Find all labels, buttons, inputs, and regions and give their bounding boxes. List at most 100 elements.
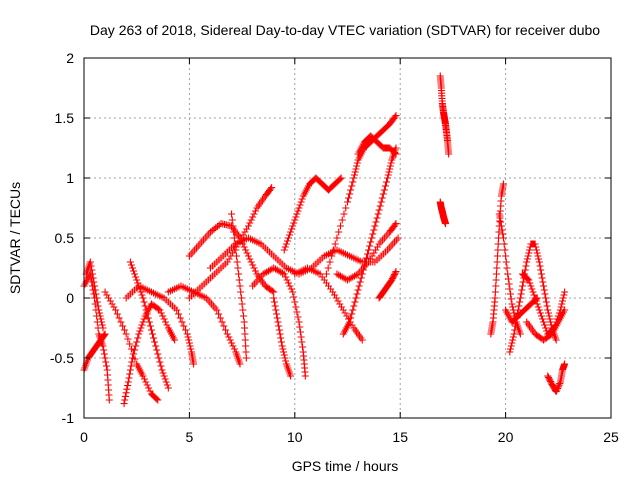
data-point [555, 381, 563, 389]
data-point [235, 270, 243, 278]
data-point [102, 362, 110, 370]
data-point [264, 267, 272, 275]
data-point [229, 249, 237, 257]
data-point [280, 348, 288, 356]
data-point [500, 240, 508, 248]
data-point [552, 388, 560, 396]
data-point [507, 295, 515, 303]
data-point [156, 306, 164, 314]
data-point [212, 224, 220, 232]
data-point [540, 318, 548, 326]
data-point [384, 174, 392, 182]
data-point [537, 266, 545, 274]
data-point [298, 338, 306, 346]
data-point [372, 246, 380, 254]
data-point [352, 271, 360, 279]
data-point [371, 222, 379, 230]
data-point [90, 278, 98, 286]
data-point [298, 195, 306, 203]
data-point [113, 310, 121, 318]
data-point [101, 354, 109, 362]
data-point [97, 315, 105, 323]
data-point [492, 270, 500, 278]
data-point [392, 150, 400, 158]
data-point [360, 262, 368, 270]
data-point [506, 285, 514, 293]
data-point [268, 287, 276, 295]
data-point [237, 288, 245, 296]
data-point [250, 264, 258, 272]
data-point [117, 318, 125, 326]
data-point [361, 258, 369, 266]
data-point [142, 378, 150, 386]
data-point [392, 220, 400, 228]
data-point [132, 342, 140, 350]
data-point [537, 270, 545, 278]
data-point [559, 297, 567, 305]
data-point [126, 258, 134, 266]
series-sat-g [122, 282, 198, 368]
x-tick-label: 25 [603, 429, 619, 445]
data-point [349, 178, 357, 186]
data-point [284, 279, 292, 287]
data-point [291, 216, 299, 224]
data-point [356, 278, 364, 286]
data-point [507, 290, 515, 298]
data-point [329, 246, 337, 254]
data-point [499, 230, 507, 238]
data-point [525, 276, 533, 284]
data-point [282, 273, 290, 281]
data-point [346, 318, 354, 326]
data-point [515, 302, 523, 310]
data-point [157, 362, 165, 370]
data-point [226, 336, 234, 344]
data-point [154, 305, 162, 313]
data-point [286, 231, 294, 239]
data-point [370, 226, 378, 234]
data-point [140, 375, 148, 383]
series-sat-b [80, 330, 109, 374]
data-point [91, 282, 99, 290]
data-point [183, 330, 191, 338]
data-point [542, 324, 550, 332]
data-point [283, 276, 291, 284]
data-point [184, 333, 192, 341]
data-point [344, 276, 351, 284]
data-point [294, 313, 302, 321]
data-point [535, 306, 543, 314]
data-point [391, 221, 399, 229]
data-point [282, 240, 290, 248]
data-point [126, 366, 134, 374]
x-tick-label: 10 [287, 429, 303, 445]
data-point [507, 345, 515, 353]
data-point [88, 270, 96, 278]
data-point [394, 234, 402, 242]
data-point [247, 258, 255, 266]
data-point [504, 275, 512, 283]
data-point [171, 336, 179, 344]
plot-frame [83, 57, 612, 419]
data-point [358, 336, 366, 344]
data-point [152, 342, 160, 350]
data-point [213, 306, 221, 314]
data-point [277, 334, 285, 342]
data-point [510, 309, 518, 317]
data-point [294, 207, 302, 215]
data-point [286, 282, 294, 290]
data-point [218, 318, 226, 326]
data-point [270, 298, 278, 306]
data-point [370, 249, 378, 257]
grid [84, 58, 611, 418]
data-point [138, 321, 146, 329]
data-point [287, 285, 295, 293]
data-point [505, 280, 513, 288]
data-point [348, 182, 356, 190]
data-point [100, 350, 108, 358]
data-point [142, 306, 150, 314]
data-point [146, 322, 154, 330]
data-point [206, 228, 214, 236]
x-tick-label: 5 [186, 429, 194, 445]
data-point [279, 345, 287, 353]
data-point [527, 282, 535, 290]
data-point [379, 190, 387, 198]
